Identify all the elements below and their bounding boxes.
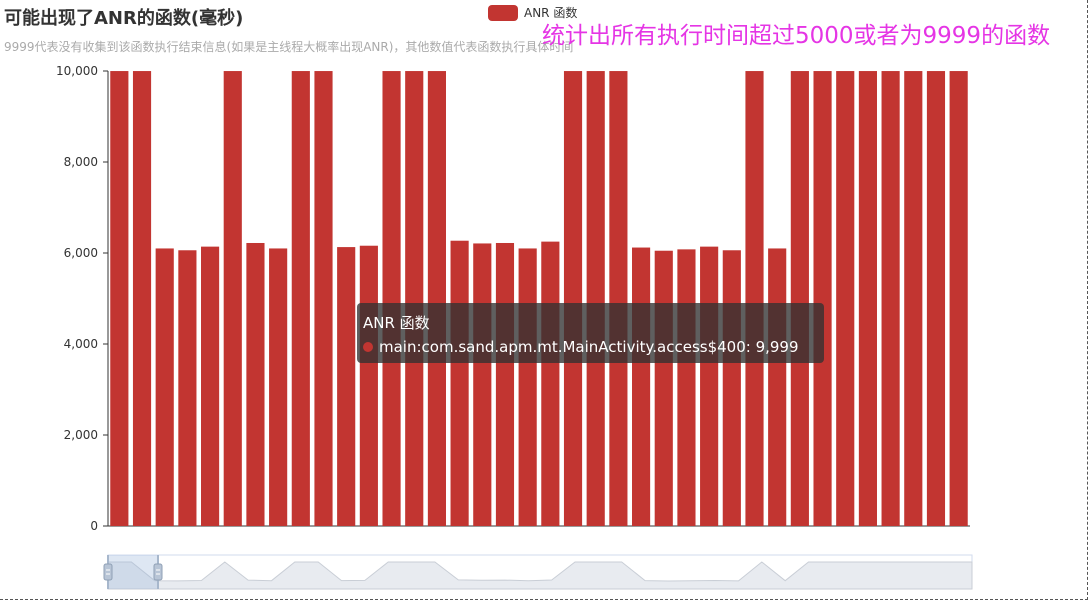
data-zoom-slider[interactable]: [103, 554, 973, 590]
bar[interactable]: [700, 246, 719, 526]
bar[interactable]: [246, 242, 265, 527]
bar[interactable]: [904, 71, 923, 526]
bar[interactable]: [110, 71, 129, 526]
tooltip-item: main:com.sand.apm.mt.MainActivity.access…: [363, 335, 824, 359]
y-tick-label: 2,000: [64, 428, 98, 442]
bar[interactable]: [155, 248, 174, 526]
bar[interactable]: [563, 71, 583, 526]
bar[interactable]: [450, 240, 469, 526]
bar[interactable]: [223, 71, 242, 526]
bar[interactable]: [858, 71, 877, 526]
chart-title: 可能出现了ANR的函数(毫秒): [4, 8, 244, 29]
bar[interactable]: [518, 248, 537, 526]
bar[interactable]: [836, 71, 855, 526]
bar[interactable]: [201, 246, 220, 526]
zoom-selected-window[interactable]: [108, 555, 158, 589]
bar[interactable]: [291, 71, 310, 526]
y-tick-label: 4,000: [64, 337, 98, 351]
bar[interactable]: [314, 71, 333, 526]
bar[interactable]: [790, 71, 809, 526]
y-tick-label: 6,000: [64, 246, 98, 260]
bar[interactable]: [427, 71, 446, 526]
y-tick-label: 10,000: [56, 64, 98, 78]
bar[interactable]: [813, 71, 832, 526]
bars-group: [110, 71, 968, 527]
legend-swatch: [488, 4, 518, 21]
tooltip-dot: [363, 342, 373, 352]
bar[interactable]: [768, 248, 787, 526]
bar[interactable]: [495, 242, 515, 527]
zoom-preview-area: [107, 561, 973, 590]
bar[interactable]: [269, 248, 288, 526]
bar[interactable]: [178, 250, 197, 526]
zoom-handle[interactable]: [153, 555, 163, 589]
legend-label: ANR 函数: [524, 6, 578, 20]
chart-subtitle: 9999代表没有收集到该函数执行结束信息(如果是主线程大概率出现ANR)，其他数…: [4, 40, 574, 54]
bar[interactable]: [677, 249, 696, 527]
bar[interactable]: [949, 71, 968, 526]
bar[interactable]: [745, 71, 764, 526]
bar[interactable]: [586, 71, 605, 526]
y-axis: 0 2,000 4,000 6,000 8,000 10,000: [56, 64, 970, 533]
bar[interactable]: [541, 241, 560, 526]
bar[interactable]: [926, 71, 946, 526]
annotation-text: 统计出所有执行时间超过5000或者为9999的函数: [542, 23, 1051, 49]
bar[interactable]: [337, 247, 356, 526]
bar[interactable]: [473, 243, 492, 526]
y-tick-label: 8,000: [64, 155, 98, 169]
bar[interactable]: [359, 245, 378, 526]
y-tick-label: 0: [90, 519, 98, 533]
tooltip-item-value: 9,999: [755, 338, 799, 356]
bar[interactable]: [382, 71, 401, 526]
legend-item-anr[interactable]: ANR 函数: [488, 4, 577, 21]
tooltip: ANR 函数 main:com.sand.apm.mt.MainActivity…: [357, 303, 824, 363]
tooltip-item-label: main:com.sand.apm.mt.MainActivity.access…: [379, 338, 746, 356]
bar[interactable]: [609, 71, 628, 526]
bar[interactable]: [632, 247, 651, 527]
bar[interactable]: [405, 71, 424, 526]
bar[interactable]: [722, 250, 741, 526]
bar[interactable]: [654, 250, 673, 526]
bar[interactable]: [881, 71, 900, 526]
bar[interactable]: [132, 71, 152, 526]
tooltip-series: ANR 函数: [363, 314, 430, 332]
zoom-handle[interactable]: [103, 555, 113, 589]
